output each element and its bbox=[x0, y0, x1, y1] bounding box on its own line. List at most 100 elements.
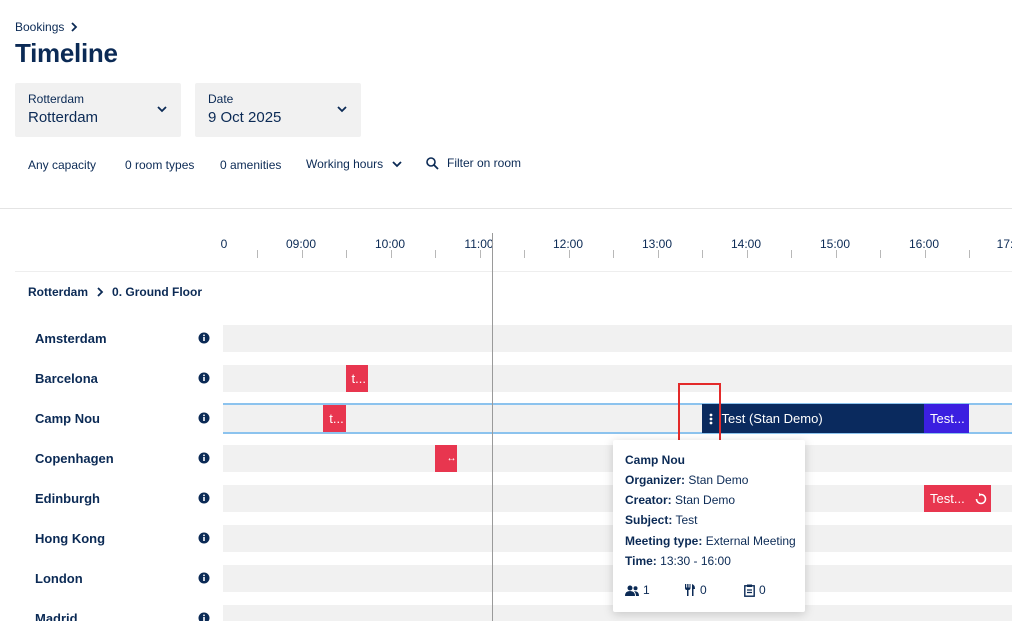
floor-breadcrumb: Rotterdam 0. Ground Floor bbox=[28, 285, 202, 299]
chevron-down-icon bbox=[157, 106, 167, 113]
booking-block[interactable]: Test... bbox=[924, 404, 969, 433]
hour-tick bbox=[969, 250, 970, 258]
booking-label: Test... bbox=[930, 491, 965, 506]
tooltip-subject: Subject: Test bbox=[625, 513, 697, 527]
room-lane[interactable] bbox=[223, 325, 1012, 352]
attendees-stat: 1 bbox=[625, 583, 650, 597]
hour-tick bbox=[880, 250, 881, 258]
room-filter-label: Filter on room bbox=[447, 156, 522, 170]
hour-tick bbox=[257, 250, 258, 258]
search-icon bbox=[426, 156, 439, 170]
tooltip-meeting-type: Meeting type: External Meeting bbox=[625, 534, 796, 548]
hour-label: 11:00 bbox=[464, 237, 494, 251]
tooltip-creator: Creator: Stan Demo bbox=[625, 493, 735, 507]
booking-block[interactable]: ↔ bbox=[434, 445, 457, 472]
hour-label: 17: bbox=[996, 237, 1012, 251]
date-select-value: 9 Oct 2025 bbox=[208, 109, 282, 126]
room-types-filter[interactable]: 0 room types bbox=[125, 158, 195, 172]
hour-tick bbox=[613, 250, 614, 258]
recurring-icon: ↔ bbox=[446, 453, 457, 464]
chevron-right-icon bbox=[97, 287, 104, 297]
hour-tick bbox=[791, 250, 792, 258]
info-icon[interactable] bbox=[198, 532, 210, 544]
creator-label: Creator: bbox=[625, 493, 672, 507]
kebab-menu-icon[interactable] bbox=[706, 412, 716, 426]
date-select-label: Date bbox=[208, 92, 234, 106]
tooltip-time: Time: 13:30 - 16:00 bbox=[625, 554, 731, 568]
floor-name: 0. Ground Floor bbox=[112, 285, 203, 299]
working-hours-filter[interactable]: Working hours bbox=[306, 157, 403, 171]
meeting-type-label: Meeting type: bbox=[625, 534, 703, 548]
info-icon[interactable] bbox=[198, 612, 210, 621]
hour-tick bbox=[435, 250, 436, 258]
location-select-value: Rotterdam bbox=[28, 109, 99, 126]
hour-tick bbox=[524, 250, 525, 258]
room-name: Edinburgh bbox=[35, 491, 100, 506]
chevron-right-icon bbox=[71, 22, 78, 32]
catering-stat: 0 bbox=[684, 583, 707, 597]
hour-label: 09:00 bbox=[285, 237, 317, 251]
breadcrumb[interactable]: Bookings bbox=[15, 20, 78, 34]
catering-count: 0 bbox=[700, 583, 707, 597]
booking-tooltip: Camp Nou Organizer: Stan Demo Creator: S… bbox=[613, 440, 805, 612]
booking-label: Test... bbox=[930, 411, 965, 426]
hour-label: 12:00 bbox=[552, 237, 584, 251]
people-icon bbox=[625, 585, 639, 596]
tooltip-room: Camp Nou bbox=[625, 453, 685, 467]
hour-label: 10:00 bbox=[374, 237, 406, 251]
date-select[interactable]: Date 9 Oct 2025 bbox=[195, 83, 361, 137]
room-name: Madrid bbox=[35, 611, 78, 621]
info-icon[interactable] bbox=[198, 412, 210, 424]
chevron-down-icon bbox=[337, 106, 347, 113]
room-filter[interactable]: Filter on room bbox=[426, 156, 521, 170]
creator-value: Stan Demo bbox=[675, 493, 736, 507]
info-icon[interactable] bbox=[198, 492, 210, 504]
services-count: 0 bbox=[759, 583, 766, 597]
info-icon[interactable] bbox=[198, 372, 210, 384]
hour-label: 15:00 bbox=[819, 237, 851, 251]
hour-tick bbox=[479, 250, 481, 258]
hour-tick bbox=[924, 250, 926, 258]
tooltip-organizer: Organizer: Stan Demo bbox=[625, 473, 748, 487]
booking-block[interactable]: Test... bbox=[924, 485, 991, 512]
services-stat: 0 bbox=[744, 583, 766, 597]
booking-block[interactable]: Test (Stan Demo) bbox=[701, 404, 924, 433]
meeting-type-value: External Meeting bbox=[705, 534, 796, 548]
hour-tick bbox=[346, 250, 347, 258]
info-icon[interactable] bbox=[198, 452, 210, 464]
chevron-down-icon bbox=[392, 161, 402, 168]
hour-label: 0 bbox=[220, 237, 228, 251]
info-icon[interactable] bbox=[198, 332, 210, 344]
cutlery-icon bbox=[685, 584, 695, 596]
booking-block[interactable]: t... bbox=[345, 365, 368, 392]
location-select-label: Rotterdam bbox=[28, 92, 85, 106]
time-value: 13:30 - 16:00 bbox=[660, 554, 731, 568]
hour-tick bbox=[835, 250, 837, 258]
amenities-filter[interactable]: 0 amenities bbox=[220, 158, 282, 172]
page-title: Timeline bbox=[15, 38, 118, 68]
room-name: Camp Nou bbox=[35, 411, 100, 426]
breadcrumb-bookings-link[interactable]: Bookings bbox=[15, 20, 65, 34]
room-name: Amsterdam bbox=[35, 331, 107, 346]
info-icon[interactable] bbox=[198, 572, 210, 584]
hour-label: 14:00 bbox=[730, 237, 762, 251]
booking-block[interactable]: t... bbox=[323, 405, 346, 432]
location-select[interactable]: Rotterdam Rotterdam bbox=[15, 83, 181, 137]
organizer-label: Organizer: bbox=[625, 473, 686, 487]
booking-label: t... bbox=[329, 411, 344, 426]
hour-tick bbox=[568, 250, 570, 258]
axis-baseline bbox=[15, 271, 1012, 272]
room-lane[interactable] bbox=[223, 605, 1012, 621]
capacity-filter[interactable]: Any capacity bbox=[28, 158, 97, 172]
booking-label: t... bbox=[351, 371, 366, 386]
subject-value: Test bbox=[675, 513, 698, 527]
subject-label: Subject: bbox=[625, 513, 673, 527]
hour-label: 16:00 bbox=[908, 237, 940, 251]
room-name: London bbox=[35, 571, 83, 586]
attendees-count: 1 bbox=[643, 583, 650, 597]
hour-tick bbox=[657, 250, 659, 258]
clipboard-icon bbox=[744, 584, 755, 597]
room-lane[interactable] bbox=[223, 365, 1012, 392]
repeat-icon bbox=[975, 492, 986, 504]
hour-tick bbox=[702, 250, 703, 258]
